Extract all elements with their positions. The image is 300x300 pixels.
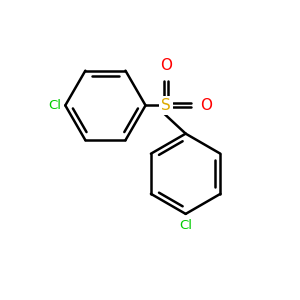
Text: O: O [160,58,172,74]
Text: Cl: Cl [179,219,192,232]
Text: O: O [200,98,212,113]
Text: Cl: Cl [48,99,61,112]
Text: S: S [161,98,171,113]
